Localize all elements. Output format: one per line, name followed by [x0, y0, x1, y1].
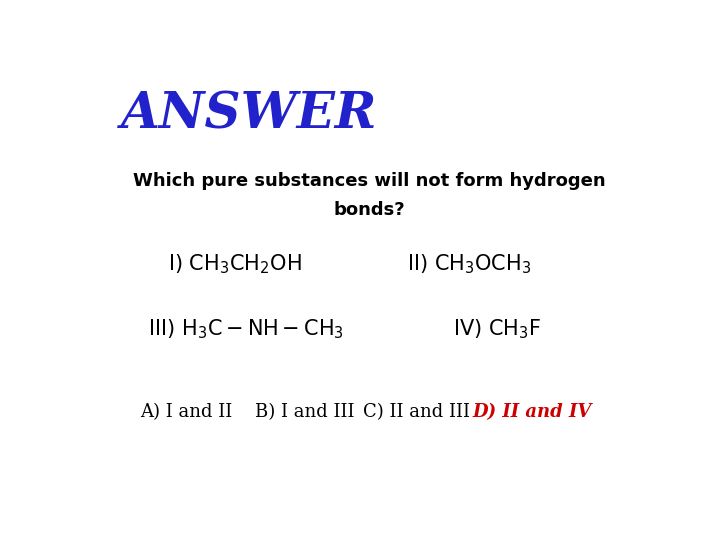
Text: B) I and III: B) I and III — [255, 403, 354, 421]
Text: A) I and II: A) I and II — [140, 403, 233, 421]
Text: bonds?: bonds? — [333, 201, 405, 219]
Text: IV) $\mathregular{CH_3F}$: IV) $\mathregular{CH_3F}$ — [453, 317, 541, 341]
Text: III) $\mathregular{H_3C-NH-CH_3}$: III) $\mathregular{H_3C-NH-CH_3}$ — [148, 317, 344, 341]
Text: ANSWER: ANSWER — [121, 90, 377, 139]
Text: C) II and III: C) II and III — [364, 403, 470, 421]
Text: Which pure substances will not form hydrogen: Which pure substances will not form hydr… — [132, 172, 606, 190]
Text: II) $\mathregular{CH_3OCH_3}$: II) $\mathregular{CH_3OCH_3}$ — [408, 253, 531, 276]
Text: I) $\mathregular{CH_3CH_2OH}$: I) $\mathregular{CH_3CH_2OH}$ — [168, 253, 302, 276]
Text: D) II and IV: D) II and IV — [472, 403, 592, 421]
